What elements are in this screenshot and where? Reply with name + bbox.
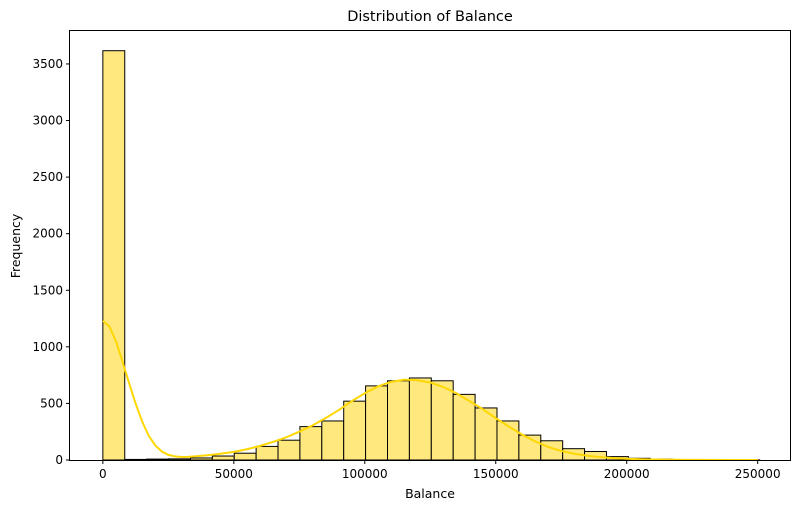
y-axis-title: Frequency xyxy=(8,213,23,278)
y-tick-label: 1500 xyxy=(32,283,63,297)
x-tick-label: 150000 xyxy=(473,467,519,481)
histogram-bar xyxy=(408,377,432,461)
histogram-bar xyxy=(277,439,301,461)
x-tick-label: 200000 xyxy=(604,467,650,481)
histogram-bar xyxy=(211,455,235,461)
x-axis-title: Balance xyxy=(405,486,455,501)
kde-line xyxy=(102,320,758,461)
histogram-bars xyxy=(102,50,761,461)
plot-frame xyxy=(69,30,791,461)
y-tick-label: 3500 xyxy=(32,57,63,71)
y-tick-label: 2000 xyxy=(32,227,63,241)
y-tick-label: 2500 xyxy=(32,170,63,184)
histogram-bar xyxy=(365,385,389,461)
x-axis-ticks: 0 50000 100000 150000 200000 250000 xyxy=(99,460,781,481)
histogram-bar xyxy=(168,458,191,461)
histogram-bar xyxy=(233,452,257,461)
x-tick-label: 50000 xyxy=(215,467,253,481)
histogram-bar xyxy=(321,420,345,461)
y-tick-label: 500 xyxy=(40,396,63,410)
histogram-bar xyxy=(102,50,126,461)
histogram-bar xyxy=(452,393,476,461)
y-tick-label: 0 xyxy=(55,453,63,467)
x-tick-label: 250000 xyxy=(735,467,781,481)
y-tick-label: 3000 xyxy=(32,114,63,128)
histogram-bar xyxy=(255,445,279,461)
histogram-bar xyxy=(146,458,170,461)
histogram-bar xyxy=(430,380,454,461)
histogram-bar xyxy=(343,400,367,461)
x-tick-label: 100000 xyxy=(342,467,388,481)
histogram-bar xyxy=(124,458,148,461)
histogram-bar xyxy=(387,380,410,461)
y-axis-ticks: 0 500 1000 1500 2000 2500 3000 3500 xyxy=(32,57,70,467)
y-tick-label: 1000 xyxy=(32,340,63,354)
x-tick-label: 0 xyxy=(99,467,107,481)
histogram-bar xyxy=(299,426,323,461)
histogram-bar xyxy=(189,457,213,461)
chart-title: Distribution of Balance xyxy=(347,9,513,25)
